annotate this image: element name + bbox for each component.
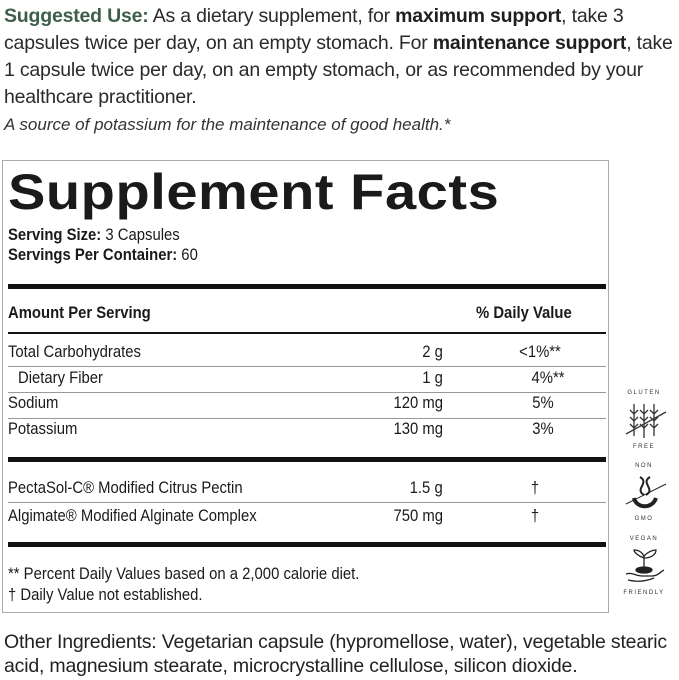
footnote-dv: ** Percent Daily Values based on a 2,000…	[8, 565, 360, 583]
nutrient-dv: 5%	[532, 394, 554, 412]
badge-top-label: GLUTEN	[627, 390, 661, 396]
nutrient-dv: 3%	[532, 420, 554, 438]
label: Servings Per Container:	[8, 246, 178, 264]
emphasis: maintenance support	[432, 32, 627, 54]
emphasis: maximum support	[395, 5, 562, 27]
text: As a dietary supplement, for	[148, 5, 396, 27]
badge-top-label: VEGAN	[629, 536, 659, 542]
ingredient-name: Algimate® Modified Alginate Complex	[8, 507, 257, 525]
nutrient-amount: 1 g	[422, 369, 443, 387]
ingredient-amount: 750 mg	[393, 507, 443, 525]
ingredient-dv: †	[530, 507, 540, 525]
badge-bottom-label: FRIENDLY	[623, 590, 665, 596]
badge-bottom-label: FREE	[632, 444, 655, 450]
suggested-use: Suggested Use: As a dietary supplement, …	[4, 3, 679, 111]
badge-top-label: NON	[635, 463, 653, 469]
ingredient-name: PectaSol-C® Modified Citrus Pectin	[8, 479, 243, 497]
other-ingredients-label: Other Ingredients:	[4, 631, 157, 653]
row-rule	[8, 418, 606, 419]
badge-bottom-label: GMO	[634, 516, 654, 522]
thick-rule	[8, 284, 606, 289]
thick-rule	[8, 457, 606, 462]
header-amount: Amount Per Serving	[8, 304, 151, 322]
other-ingredients-text: Vegetarian capsule (hypromellose, water)…	[4, 631, 667, 677]
nutrient-name: Dietary Fiber	[18, 369, 104, 387]
label: Serving Size:	[8, 226, 102, 244]
footnote-dagger: † Daily Value not established.	[8, 586, 203, 604]
panel-title: Supplement Facts	[8, 164, 500, 220]
nutrient-dv: 4%**	[531, 369, 565, 387]
health-claim: A source of potassium for the maintenanc…	[4, 115, 451, 134]
wheat-crossed-icon	[625, 404, 667, 438]
nutrient-amount: 130 mg	[393, 420, 443, 438]
nutrient-name: Sodium	[8, 394, 59, 412]
suggested-use-label: Suggested Use:	[4, 5, 149, 27]
hand-sprout-icon	[625, 549, 665, 582]
serving-size: Serving Size: 3 Capsules	[8, 226, 180, 245]
nutrient-name: Potassium	[8, 420, 78, 438]
row-rule	[8, 392, 606, 393]
ingredient-amount: 1.5 g	[409, 479, 443, 497]
nutrient-amount: 2 g	[422, 343, 443, 361]
nutrient-name: Total Carbohydrates	[8, 343, 141, 361]
nutrient-dv: <1%**	[519, 343, 561, 361]
ingredient-dv: †	[530, 479, 540, 497]
value: 60	[177, 246, 198, 264]
row-rule	[8, 366, 606, 367]
header-rule	[8, 332, 606, 334]
dna-crossed-icon	[625, 476, 667, 509]
thick-rule	[8, 542, 606, 547]
header-dv: % Daily Value	[476, 304, 572, 322]
supplement-facts-panel	[2, 160, 609, 613]
nutrient-amount: 120 mg	[393, 394, 443, 412]
other-ingredients: Other Ingredients: Vegetarian capsule (h…	[4, 630, 679, 678]
servings-per-container: Servings Per Container: 60	[8, 246, 198, 265]
value: 3 Capsules	[101, 226, 180, 244]
text: , take 1 capsule twice per day, on an em…	[4, 32, 673, 108]
text: , take 3 capsules twice per day, on an e…	[4, 5, 624, 54]
row-rule	[8, 502, 606, 503]
